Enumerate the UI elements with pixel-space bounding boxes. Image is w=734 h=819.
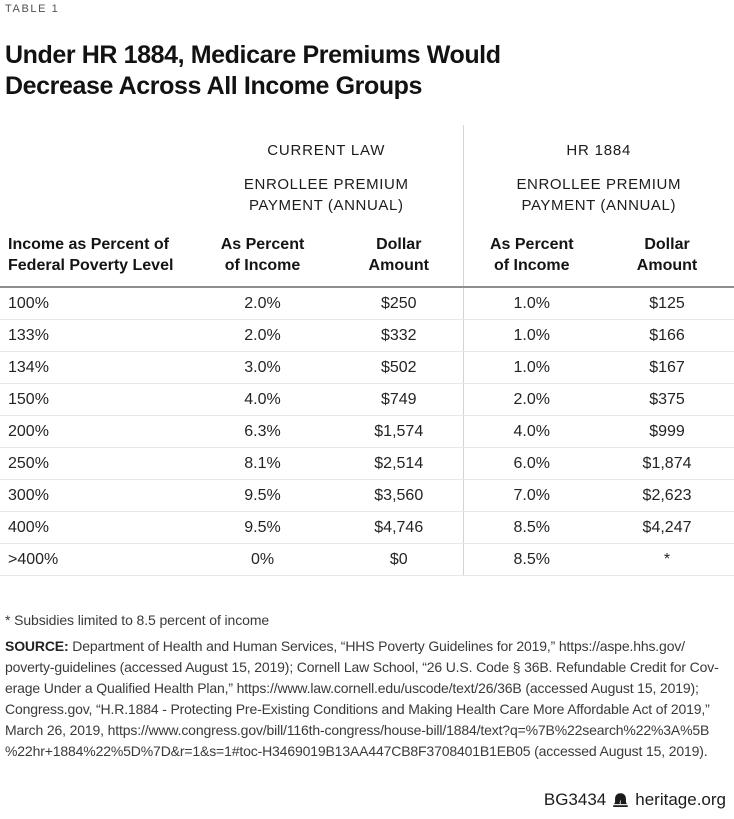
cell-current-percent: 6.3% [190,415,335,448]
cell-current-percent: 3.0% [190,351,335,384]
table-row: 400% 9.5% $4,746 8.5% $4,247 [0,511,734,544]
cell-hr-dollar: * [600,543,734,576]
cell-fpl: 100% [0,287,190,320]
cell-current-dollar: $0 [335,543,464,576]
source-line: SOURCE: Department of Health and Human S… [5,636,719,657]
table-row: 134% 3.0% $502 1.0% $167 [0,351,734,384]
cell-fpl: 134% [0,351,190,384]
page-title: Under HR 1884, Medicare Premiums Would De… [5,40,501,102]
cell-fpl: 150% [0,383,190,416]
group-header-current-law: CURRENT LAW [267,141,386,159]
column-header-percent-hr: As Percent of Income [462,222,601,288]
footer: BG3434 heritage.org [544,790,726,810]
cell-hr-percent: 1.0% [462,351,601,384]
table-row: 150% 4.0% $749 2.0% $375 [0,383,734,416]
cell-hr-dollar: $166 [600,319,734,352]
table-row: 250% 8.1% $2,514 6.0% $1,874 [0,447,734,480]
source-label: SOURCE: [5,638,69,654]
cell-current-dollar: $250 [335,287,464,320]
page-title-line2: Decrease Across All Income Groups [5,72,423,100]
cell-current-dollar: $749 [335,383,464,416]
cell-hr-percent: 8.5% [462,543,601,576]
column-header-percent-current: As Percent of Income [190,222,335,288]
cell-fpl: 250% [0,447,190,480]
cell-fpl: 300% [0,479,190,512]
cell-hr-dollar: $4,247 [600,511,734,544]
source-line: erage Under a Qualified Health Plan,” ht… [5,680,699,696]
cell-fpl: 200% [0,415,190,448]
cell-current-percent: 2.0% [190,287,335,320]
group-subtitle-current-law: ENROLLEE PREMIUM PAYMENT (ANNUAL) [243,176,409,214]
cell-current-percent: 9.5% [190,511,335,544]
cell-hr-dollar: $375 [600,383,734,416]
column-header-row: Income as Percent of Federal Poverty Lev… [0,222,734,288]
cell-fpl: >400% [0,543,190,576]
cell-current-percent: 8.1% [190,447,335,480]
cell-current-percent: 9.5% [190,479,335,512]
source-line: Congress.gov, “H.R.1884 - Protecting Pre… [5,701,710,717]
source-line-text: Department of Health and Human Services,… [72,638,685,654]
cell-fpl: 400% [0,511,190,544]
empty-corner-cell [0,125,190,166]
cell-hr-dollar: $2,623 [600,479,734,512]
cell-current-percent: 2.0% [190,319,335,352]
cell-hr-dollar: $1,874 [600,447,734,480]
premium-table: CURRENT LAW HR 1884 ENROLLEE PREMIUM PAY… [0,125,734,576]
cell-hr-percent: 4.0% [462,415,601,448]
cell-hr-percent: 8.5% [462,511,601,544]
table-row: 300% 9.5% $3,560 7.0% $2,623 [0,479,734,512]
table-row: >400% 0% $0 8.5% * [0,543,734,576]
empty-corner-cell [0,166,190,222]
group-subtitle-row: ENROLLEE PREMIUM PAYMENT (ANNUAL) ENROLL… [0,166,734,222]
cell-current-dollar: $332 [335,319,464,352]
source-line: %22hr+1884%22%5D%7D&r=1&s=1#toc-H3469019… [5,743,708,759]
cell-hr-percent: 2.0% [462,383,601,416]
source-paragraph: SOURCE: Department of Health and Human S… [5,636,719,762]
source-line: poverty-guidelines (accessed August 15, … [5,659,719,675]
column-header-dollar-hr: Dollar Amount [600,222,734,288]
cell-hr-percent: 7.0% [462,479,601,512]
cell-current-dollar: $4,746 [335,511,464,544]
footnote: * Subsidies limited to 8.5 percent of in… [5,612,270,628]
cell-current-percent: 0% [190,543,335,576]
cell-hr-dollar: $999 [600,415,734,448]
group-header-row: CURRENT LAW HR 1884 [0,125,734,166]
column-header-fpl: Income as Percent of Federal Poverty Lev… [0,222,190,288]
source-line: March 26, 2019, https://www.congress.gov… [5,722,710,738]
cell-hr-percent: 1.0% [462,287,601,320]
cell-current-dollar: $2,514 [335,447,464,480]
table-label: TABLE 1 [5,3,60,15]
column-header-dollar-current: Dollar Amount [335,222,464,288]
cell-current-dollar: $1,574 [335,415,464,448]
footer-site: heritage.org [635,790,726,809]
cell-hr-dollar: $167 [600,351,734,384]
table-row: 100% 2.0% $250 1.0% $125 [0,287,734,320]
table-row: 200% 6.3% $1,574 4.0% $999 [0,415,734,448]
page-title-line1: Under HR 1884, Medicare Premiums Would [5,41,501,69]
cell-current-dollar: $502 [335,351,464,384]
report-id: BG3434 [543,790,607,809]
cell-hr-percent: 6.0% [462,447,601,480]
cell-hr-percent: 1.0% [462,319,601,352]
group-header-hr1884: HR 1884 [462,125,734,166]
cell-hr-dollar: $125 [600,287,734,320]
table-row: 133% 2.0% $332 1.0% $166 [0,319,734,352]
group-subtitle-hr1884: ENROLLEE PREMIUM PAYMENT (ANNUAL) [462,166,734,222]
cell-fpl: 133% [0,319,190,352]
heritage-bell-icon [612,792,629,808]
cell-current-percent: 4.0% [190,383,335,416]
cell-current-dollar: $3,560 [335,479,464,512]
